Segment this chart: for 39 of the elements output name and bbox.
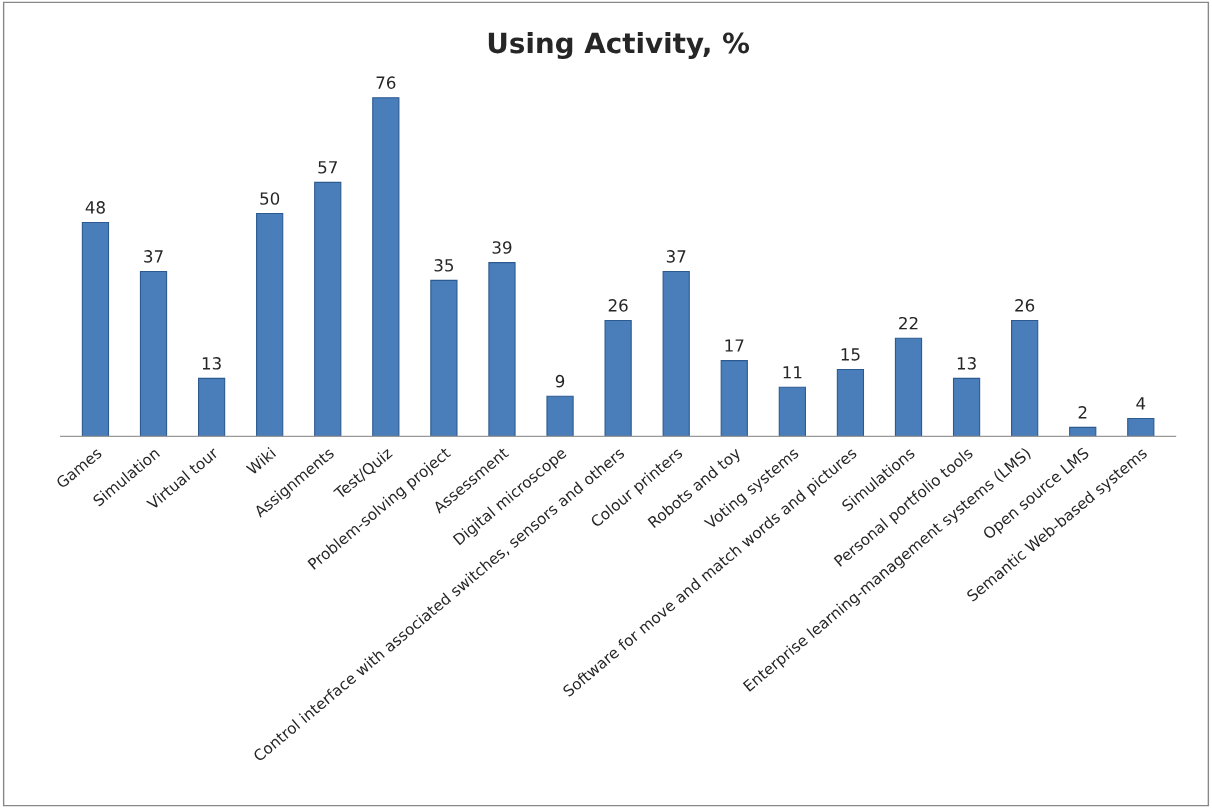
data-label: 39 [492, 241, 512, 254]
bar [372, 97, 400, 437]
data-label: 11 [783, 366, 802, 379]
bar [81, 221, 110, 437]
bar [778, 386, 806, 437]
bar [430, 279, 458, 437]
data-label: 37 [144, 250, 163, 263]
data-label: 9 [555, 374, 565, 388]
bar [314, 181, 342, 437]
bar [139, 270, 168, 437]
data-label: 76 [376, 76, 396, 89]
data-label: 2 [1078, 406, 1087, 419]
chart-title: Using Activity, % [488, 31, 750, 60]
data-label: 26 [608, 299, 628, 312]
data-label: 15 [841, 348, 860, 361]
bar [604, 319, 632, 437]
data-label: 26 [1015, 299, 1035, 312]
bar [836, 368, 865, 437]
data-label: 13 [202, 357, 221, 370]
data-label: 13 [957, 357, 976, 370]
data-label: 4 [1136, 397, 1146, 410]
data-label: 48 [85, 201, 105, 214]
bar [256, 213, 284, 437]
bar [1011, 319, 1039, 437]
data-label: 17 [725, 339, 744, 352]
bar [197, 377, 226, 437]
bar [1069, 426, 1097, 437]
bar [546, 395, 574, 437]
data-label: 35 [434, 259, 454, 272]
bar [488, 262, 516, 437]
bar [662, 270, 690, 437]
bar [894, 337, 923, 437]
bar [1127, 417, 1155, 437]
data-label: 57 [318, 161, 337, 174]
data-label: 37 [666, 250, 686, 263]
bar [952, 377, 981, 437]
bar [720, 360, 748, 437]
data-label: 22 [899, 316, 918, 330]
data-label: 50 [260, 192, 280, 205]
